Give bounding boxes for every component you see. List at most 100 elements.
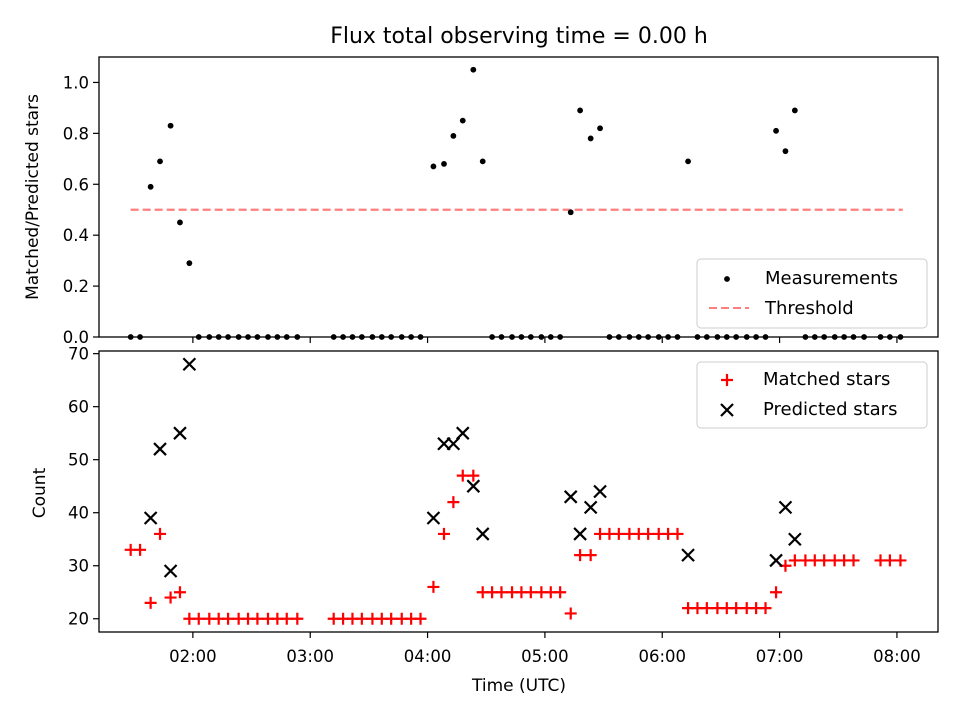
top-y-tick-label: 0.0 bbox=[63, 328, 89, 347]
predicted-star-point bbox=[153, 442, 167, 456]
measurement-point bbox=[597, 125, 603, 132]
top-y-tick-label: 0.6 bbox=[63, 175, 89, 194]
bottom-axes-frame bbox=[98, 350, 939, 633]
legend-label-predicted-stars: Predicted stars bbox=[763, 399, 897, 420]
top-y-tick-label: 1.0 bbox=[63, 73, 89, 92]
matched-star-point bbox=[524, 586, 537, 599]
matched-star-point bbox=[818, 554, 831, 567]
measurement-point bbox=[167, 122, 174, 129]
measurement-point bbox=[147, 183, 154, 190]
predicted-star-point bbox=[143, 511, 158, 525]
matched-star-point bbox=[291, 612, 304, 625]
predicted-star-point bbox=[475, 527, 490, 541]
top-y-axis-label: Matched/Predicted stars bbox=[23, 94, 43, 300]
x-axis-label: Time (UTC) bbox=[471, 676, 566, 696]
matched-star-point bbox=[467, 469, 480, 482]
x-tick-label: 04:00 bbox=[404, 647, 452, 666]
legend-marker-measurements bbox=[724, 276, 730, 282]
measurement-point bbox=[441, 161, 447, 167]
predicted-star-point bbox=[788, 532, 802, 546]
measurement-point bbox=[567, 209, 574, 216]
top-x-ticks bbox=[192, 337, 898, 343]
matched-star-point bbox=[355, 612, 368, 625]
top-y-tick-label: 0.2 bbox=[63, 277, 89, 296]
matched-star-point bbox=[437, 527, 450, 540]
matched-star-point bbox=[612, 527, 625, 540]
predicted-star-point bbox=[466, 479, 481, 493]
matched-star-point bbox=[770, 586, 783, 599]
measurement-point bbox=[450, 133, 457, 139]
matched-star-point bbox=[427, 580, 440, 593]
predicted-star-point bbox=[426, 511, 441, 525]
matched-star-point bbox=[730, 602, 743, 615]
measurement-point bbox=[587, 135, 594, 142]
matched-star-point bbox=[154, 527, 167, 540]
bottom-y-tick-label: 40 bbox=[68, 504, 89, 523]
bottom-y-tick-label: 60 bbox=[68, 398, 89, 417]
measurement-point bbox=[577, 107, 584, 114]
x-tick-label: 02:00 bbox=[169, 647, 217, 666]
top-panel: 0.0 0.2 0.4 0.6 0.8 1.0 Matched/Predicted sta… bbox=[23, 56, 939, 347]
predicted-star-point bbox=[573, 527, 587, 541]
top-legend-box bbox=[696, 258, 928, 329]
matched-star-point bbox=[584, 549, 597, 562]
bottom-y-axis-label: Count bbox=[30, 467, 50, 518]
predicted-star-point bbox=[563, 490, 578, 504]
bottom-y-tick-label: 50 bbox=[68, 451, 89, 470]
matched-star-point bbox=[788, 554, 801, 567]
matched-star-point bbox=[847, 554, 860, 567]
bottom-y-ticks: 20 30 40 50 60 70 bbox=[68, 345, 99, 629]
matched-star-point bbox=[574, 549, 587, 562]
x-tick-label: 06:00 bbox=[638, 647, 686, 666]
legend-label-matched-stars: Matched stars bbox=[763, 369, 890, 390]
predicted-star-point bbox=[163, 564, 178, 578]
x-tick-label: 05:00 bbox=[521, 647, 569, 666]
predicted-star-point bbox=[173, 426, 187, 440]
predicted-star-point bbox=[583, 500, 598, 515]
legend-marker-predicted-stars bbox=[720, 403, 734, 417]
matched-star-point bbox=[173, 586, 186, 599]
matched-star-point bbox=[564, 607, 577, 620]
legend-label-threshold: Threshold bbox=[764, 298, 854, 319]
bottom-y-tick-label: 20 bbox=[68, 610, 89, 629]
matched-star-point bbox=[192, 612, 205, 625]
predicted-star-point bbox=[681, 548, 695, 562]
measurement-point bbox=[157, 158, 163, 165]
matched-star-point bbox=[222, 612, 235, 625]
matched-star-point bbox=[164, 591, 177, 604]
matched-star-point bbox=[671, 527, 684, 540]
predicted-star-point bbox=[778, 500, 793, 515]
measurement-point bbox=[773, 127, 779, 134]
predicted-star-point bbox=[455, 426, 470, 440]
matched-star-point bbox=[280, 612, 293, 625]
matched-star-point bbox=[144, 596, 157, 609]
matched-star-point bbox=[894, 554, 907, 567]
top-y-ticks: 0.0 0.2 0.4 0.6 0.8 1.0 bbox=[63, 73, 99, 347]
matched-star-point bbox=[447, 496, 460, 509]
matched-star-point bbox=[251, 612, 264, 625]
measurement-point bbox=[782, 148, 789, 155]
matched-star-point bbox=[554, 586, 567, 599]
x-tick-label: 03:00 bbox=[286, 647, 334, 666]
predicted-star-point bbox=[593, 484, 607, 499]
bottom-legend: Matched stars Predicted stars bbox=[696, 361, 928, 429]
bottom-plot-marks bbox=[124, 357, 907, 625]
measurement-point bbox=[177, 219, 183, 226]
chart-title: Flux total observing time = 0.00 h bbox=[330, 24, 708, 49]
top-axes-frame bbox=[98, 56, 939, 338]
matched-star-point bbox=[700, 602, 713, 615]
matched-star-point bbox=[759, 602, 772, 615]
predicted-star-point bbox=[182, 357, 197, 372]
x-tick-label: 08:00 bbox=[873, 647, 921, 666]
measurement-point bbox=[479, 158, 486, 165]
matched-star-point bbox=[456, 469, 469, 482]
bottom-panel: 20 30 40 50 60 70 02:00 03:00 04:00 05:00 06:00 07… bbox=[30, 345, 939, 696]
measurement-point bbox=[430, 163, 437, 170]
legend-marker-matched-stars bbox=[721, 374, 733, 386]
bottom-y-tick-label: 70 bbox=[68, 345, 89, 364]
top-y-tick-label: 0.8 bbox=[63, 124, 89, 143]
legend-label-measurements: Measurements bbox=[765, 268, 898, 289]
measurement-point bbox=[791, 107, 798, 114]
